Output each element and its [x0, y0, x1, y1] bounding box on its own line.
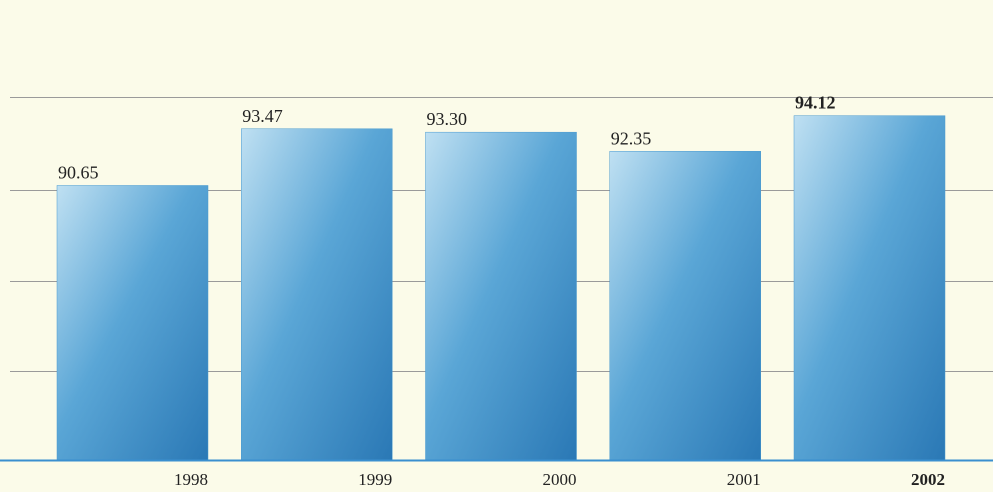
x-tick-label: 2002 [911, 470, 945, 489]
x-tick-label: 1998 [174, 470, 208, 489]
value-label: 92.35 [611, 128, 652, 148]
x-tick-label: 1999 [358, 470, 392, 489]
bar [56, 185, 209, 461]
bars: 90.65 1998 93.47 1999 93.30 2000 92.35 2001 94.1… [56, 93, 946, 489]
value-label: 94.12 [795, 93, 836, 113]
bar [425, 131, 577, 461]
x-tick-label: 2000 [543, 470, 577, 489]
bar [793, 115, 946, 461]
value-label: 93.30 [427, 109, 468, 129]
bar [609, 151, 761, 461]
value-label: 90.65 [58, 162, 99, 182]
value-label: 93.47 [242, 106, 283, 126]
bar [241, 128, 393, 461]
x-tick-label: 2001 [727, 470, 761, 489]
